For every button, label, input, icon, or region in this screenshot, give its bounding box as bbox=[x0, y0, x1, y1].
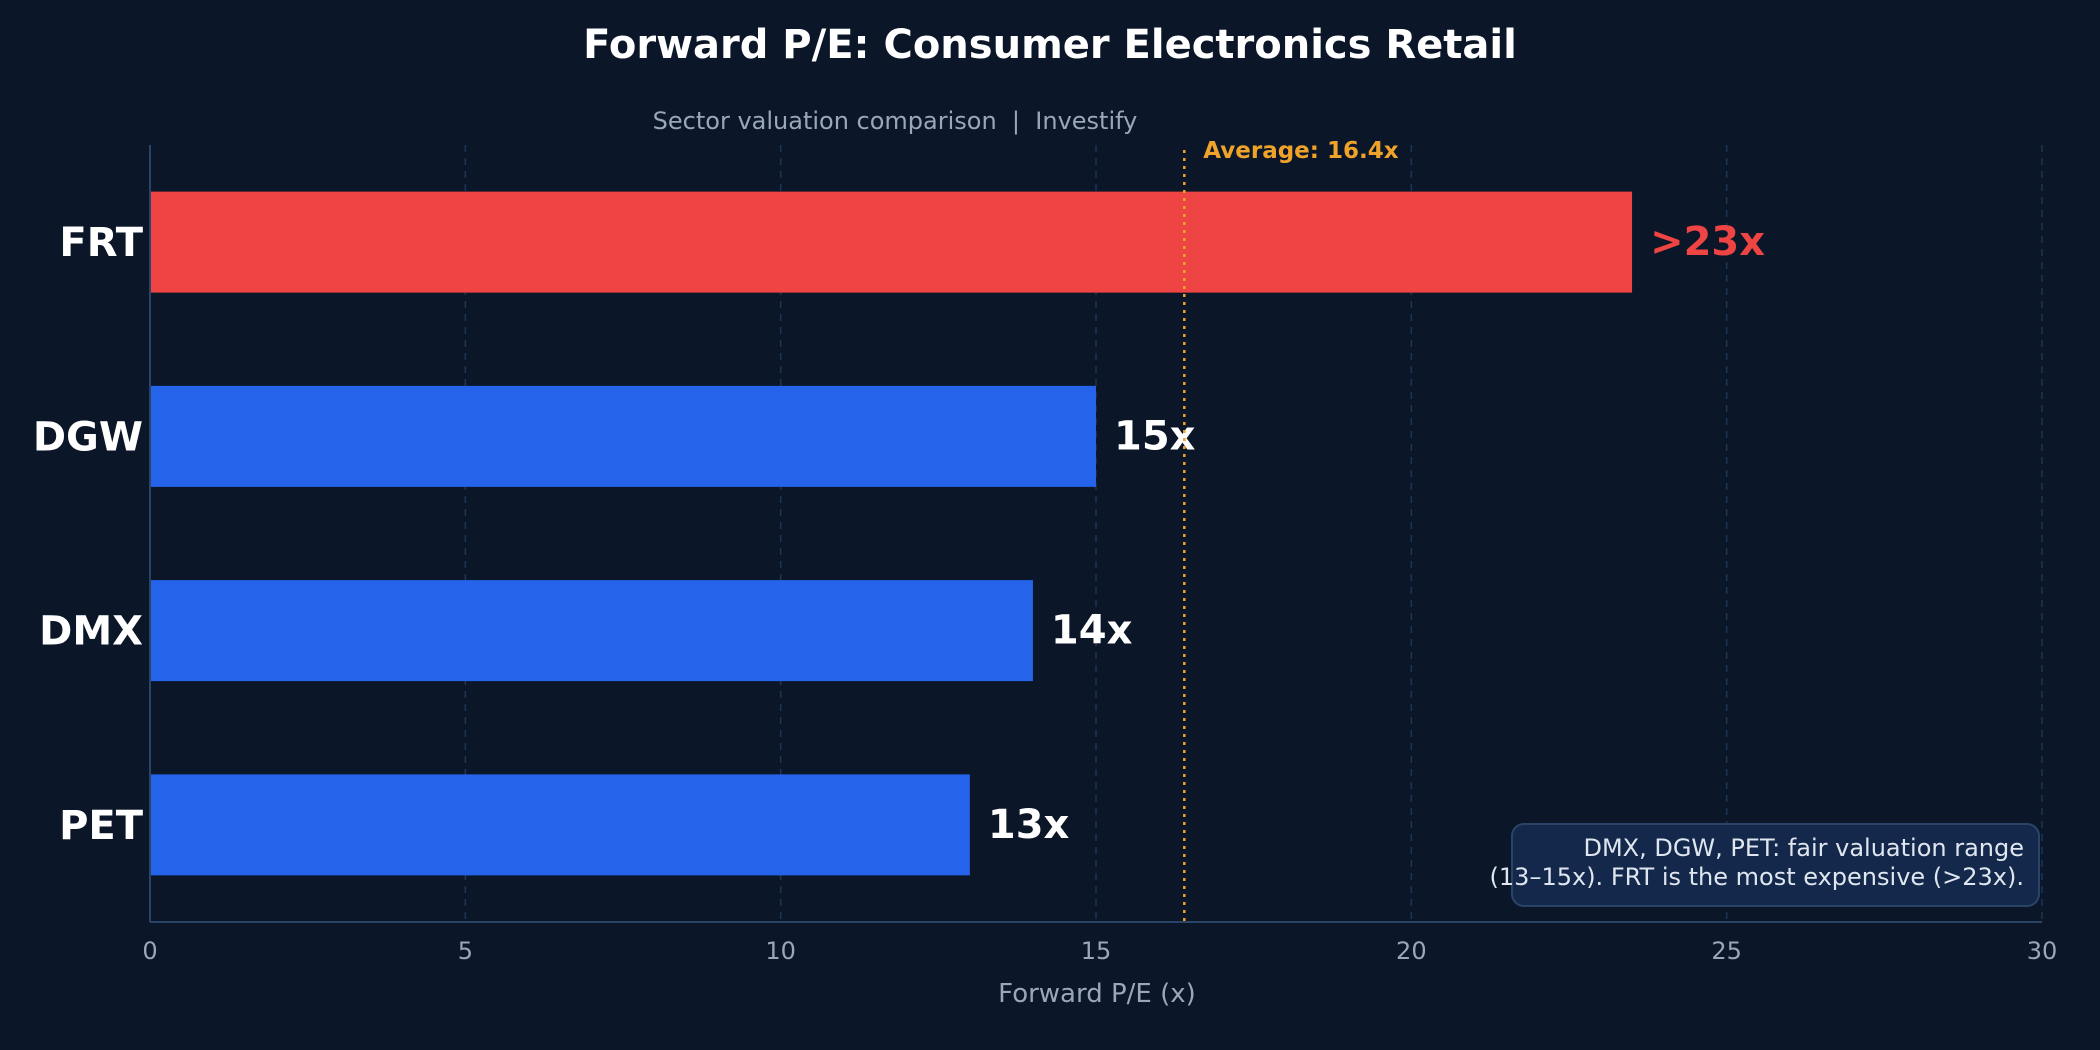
x-axis-title: Forward P/E (x) bbox=[998, 979, 1196, 1009]
category-label: PET bbox=[59, 803, 144, 849]
bars: FRT >23x DGW 15x DMX 14x PET 13x bbox=[33, 191, 1765, 876]
annotation-text: (13–15x). FRT is the most expensive (>23… bbox=[1490, 863, 2024, 891]
value-label: 15x bbox=[1114, 413, 1196, 459]
x-tick-label: 30 bbox=[2027, 937, 2058, 965]
bar bbox=[150, 191, 1633, 293]
x-tick-label: 5 bbox=[458, 937, 473, 965]
annotation-text: DMX, DGW, PET: fair valuation range bbox=[1583, 834, 2024, 862]
average-line-group: Average: 16.4x bbox=[1183, 138, 1399, 922]
value-label: >23x bbox=[1650, 219, 1765, 265]
x-tick-label: 15 bbox=[1081, 937, 1112, 965]
x-tick-label: 10 bbox=[765, 937, 796, 965]
chart-subtitle: Sector valuation comparison | Investify bbox=[653, 107, 1138, 135]
x-tick-label: 20 bbox=[1396, 937, 1427, 965]
bar bbox=[150, 580, 1033, 682]
bar bbox=[150, 385, 1096, 487]
category-label: DGW bbox=[33, 414, 143, 460]
x-tick-label: 0 bbox=[142, 937, 157, 965]
value-label: 14x bbox=[1051, 608, 1133, 654]
value-label: 13x bbox=[988, 802, 1070, 848]
annotation-background bbox=[1511, 823, 2040, 907]
chart-title: Forward P/E: Consumer Electronics Retail bbox=[583, 22, 1517, 68]
annotation-box: DMX, DGW, PET: fair valuation range(13–1… bbox=[1490, 823, 2040, 907]
x-tick-label: 25 bbox=[1711, 937, 1742, 965]
axes: 0 5 10 15 20 25 30 bbox=[142, 145, 2057, 965]
category-label: FRT bbox=[59, 220, 143, 266]
category-label: DMX bbox=[39, 609, 143, 655]
bar bbox=[150, 774, 970, 876]
average-label: Average: 16.4x bbox=[1203, 138, 1398, 164]
